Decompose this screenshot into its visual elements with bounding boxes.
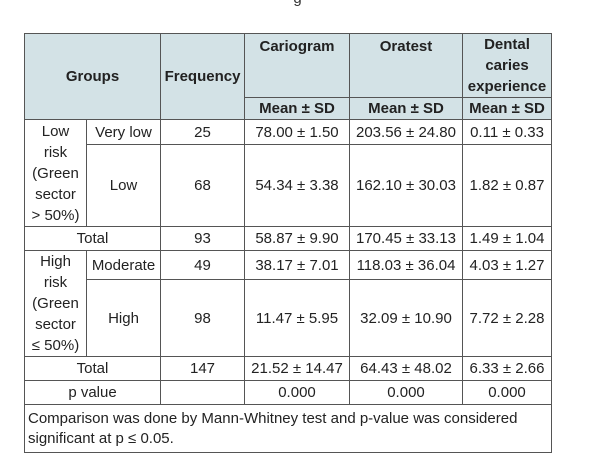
- group-label-line: High: [40, 253, 71, 270]
- group-label-line: risk: [43, 274, 68, 291]
- table-row: High 98 11.47 ± 5.95 32.09 ± 10.90 7.72 …: [25, 279, 552, 357]
- group-label-line: Low: [41, 122, 70, 140]
- subheader-mean-sd: Mean ± SD: [462, 97, 552, 120]
- p-value-label: p value: [24, 380, 161, 405]
- cariogram-cell: 0.000: [244, 380, 350, 405]
- cariogram-cell: 21.52 ± 14.47: [244, 356, 350, 381]
- group-low-risk: Low risk (Green sector > 50%): [24, 119, 87, 227]
- caption-fragment: g: [0, 0, 595, 6]
- oratest-cell: 162.10 ± 30.03: [349, 144, 463, 227]
- table-row: Total 147 21.52 ± 14.47 64.43 ± 48.02 6.…: [24, 356, 552, 381]
- footnote: Comparison was done by Mann-Whitney test…: [24, 404, 552, 453]
- dce-cell: 7.72 ± 2.28: [462, 279, 552, 357]
- freq-cell-empty: [160, 380, 245, 405]
- sub-moderate: Moderate: [86, 250, 161, 280]
- oratest-cell: 32.09 ± 10.90: [349, 279, 463, 357]
- header-dce-line1: Dental caries: [484, 36, 530, 74]
- table-row: Total 93 58.87 ± 9.90 170.45 ± 33.13 1.4…: [24, 226, 552, 251]
- group-label-line: > 50%): [31, 206, 80, 224]
- oratest-cell: 64.43 ± 48.02: [349, 356, 463, 381]
- group-label-line: sector: [35, 185, 76, 203]
- cariogram-cell: 38.17 ± 7.01: [244, 250, 350, 280]
- group-label-line: (Green: [32, 164, 79, 182]
- oratest-cell: 118.03 ± 36.04: [349, 250, 463, 280]
- sub-low: Low: [86, 144, 161, 227]
- table-row: Low 68 54.34 ± 3.38 162.10 ± 30.03 1.82 …: [25, 144, 552, 227]
- table-row: High risk (Green sector ≤ 50%) Moderate …: [24, 250, 552, 357]
- subheader-mean-sd: Mean ± SD: [244, 97, 350, 120]
- header-dental-caries: Dental caries experience: [462, 33, 552, 98]
- header-frequency: Frequency: [160, 33, 245, 120]
- dce-cell: 1.49 ± 1.04: [462, 226, 552, 251]
- freq-cell: 147: [160, 356, 245, 381]
- sub-very-low: Very low: [86, 119, 161, 145]
- footnote-line: significant at p ≤ 0.05.: [28, 429, 174, 447]
- group-high-risk: High risk (Green sector ≤ 50%): [24, 250, 87, 357]
- dce-cell: 0.11 ± 0.33: [462, 119, 552, 145]
- cariogram-cell: 54.34 ± 3.38: [244, 144, 350, 227]
- header-cariogram: Cariogram: [244, 33, 350, 98]
- dce-cell: 4.03 ± 1.27: [462, 250, 552, 280]
- results-table: Groups Frequency Cariogram Oratest Denta…: [24, 33, 552, 453]
- freq-cell: 98: [160, 279, 245, 357]
- cariogram-cell: 11.47 ± 5.95: [244, 279, 350, 357]
- cariogram-cell: 78.00 ± 1.50: [244, 119, 350, 145]
- dce-cell: 0.000: [462, 380, 552, 405]
- table-row: Low risk (Green sector > 50%) Very low 2…: [24, 119, 552, 227]
- group-label-line: (Green: [32, 295, 79, 312]
- header-oratest: Oratest: [349, 33, 463, 98]
- header-dce-line2: experience: [467, 78, 547, 95]
- oratest-cell: 0.000: [349, 380, 463, 405]
- cariogram-cell: 58.87 ± 9.90: [244, 226, 350, 251]
- dce-cell: 1.82 ± 0.87: [462, 144, 552, 227]
- freq-cell: 25: [160, 119, 245, 145]
- dce-cell: 6.33 ± 2.66: [462, 356, 552, 381]
- freq-cell: 49: [160, 250, 245, 280]
- group-label-line: risk: [43, 143, 68, 161]
- table-row: p value 0.000 0.000 0.000: [24, 380, 552, 405]
- total-label: Total: [24, 226, 161, 251]
- footnote-line: Comparison was done by Mann-Whitney test…: [28, 409, 518, 427]
- header-groups: Groups: [24, 33, 161, 120]
- oratest-cell: 170.45 ± 33.13: [349, 226, 463, 251]
- oratest-cell: 203.56 ± 24.80: [349, 119, 463, 145]
- subheader-mean-sd: Mean ± SD: [349, 97, 463, 120]
- sub-high: High: [86, 279, 161, 357]
- group-label-line: sector: [35, 316, 76, 333]
- freq-cell: 68: [160, 144, 245, 227]
- group-label-line: ≤ 50%): [31, 337, 80, 354]
- total-label: Total: [24, 356, 161, 381]
- freq-cell: 93: [160, 226, 245, 251]
